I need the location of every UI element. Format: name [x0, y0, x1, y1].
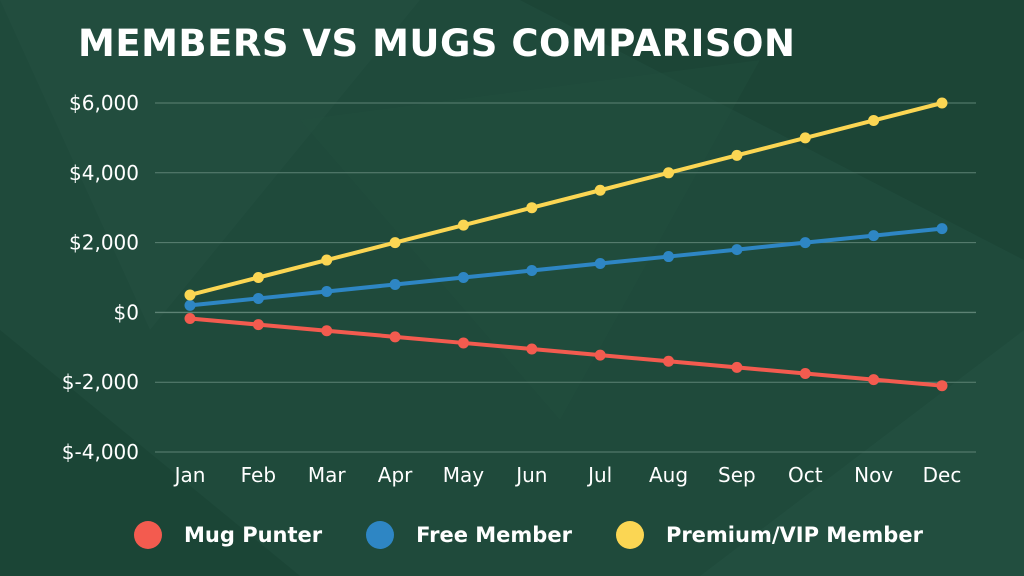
y-tick-label: $6,000 [69, 91, 139, 115]
grid-lines [155, 102, 976, 453]
x-tick-label: Jan [173, 463, 206, 487]
legend-swatch-premium-vip-member [615, 521, 644, 549]
y-tick-label: $2,000 [69, 231, 139, 255]
x-tick-label: Jul [586, 463, 612, 487]
x-tick-label: Sep [718, 463, 756, 487]
x-tick-label: Jun [514, 463, 547, 487]
data-point-mug-punter[interactable] [457, 337, 469, 349]
data-point-free-member[interactable] [321, 285, 333, 297]
data-point-premium-vip-member[interactable] [457, 219, 469, 231]
data-point-mug-punter[interactable] [526, 343, 538, 355]
y-tick-label: $0 [114, 300, 139, 324]
data-point-mug-punter[interactable] [936, 380, 948, 392]
data-point-free-member[interactable] [389, 278, 401, 290]
data-point-premium-vip-member[interactable] [321, 254, 333, 266]
data-point-premium-vip-member[interactable] [663, 167, 675, 179]
x-tick-label: Apr [378, 463, 413, 487]
data-point-free-member[interactable] [799, 237, 811, 249]
x-tick-label: Mar [308, 463, 347, 487]
data-point-free-member[interactable] [594, 258, 606, 270]
legend-item-premium-vip-member[interactable]: Premium/VIP Member [615, 521, 923, 549]
data-point-premium-vip-member[interactable] [868, 114, 880, 126]
data-point-free-member[interactable] [731, 244, 743, 256]
data-point-premium-vip-member[interactable] [252, 272, 264, 283]
x-tick-label: Oct [788, 463, 823, 487]
chart-title: MEMBERS VS MUGS COMPARISON [78, 22, 796, 65]
data-point-mug-punter[interactable] [594, 349, 606, 361]
data-point-mug-punter[interactable] [389, 331, 401, 343]
y-tick-label: $-4,000 [62, 440, 139, 464]
series-line-premium-vip-member [188, 101, 944, 297]
legend-item-mug-punter[interactable]: Mug Punter [134, 521, 322, 549]
legend-item-free-member[interactable]: Free Member [366, 521, 572, 549]
data-point-mug-punter[interactable] [252, 319, 264, 331]
x-axis-tick-labels: Jan Feb Mar Apr May Jun Jul Aug Sep Oct Nov Dec [173, 463, 962, 487]
data-point-free-member[interactable] [526, 265, 538, 277]
data-point-premium-vip-member[interactable] [389, 237, 401, 249]
legend-label-free-member: Free Member [416, 523, 572, 547]
y-tick-label: $-2,000 [62, 370, 139, 394]
data-point-mug-punter[interactable] [799, 367, 811, 379]
x-tick-label: Feb [241, 463, 276, 487]
x-tick-label: Aug [649, 463, 688, 487]
series-line-free-member [188, 226, 944, 308]
data-point-mug-punter[interactable] [184, 313, 196, 325]
data-point-premium-vip-member[interactable] [594, 184, 606, 196]
data-point-free-member[interactable] [457, 272, 469, 283]
data-point-free-member[interactable] [663, 251, 675, 263]
data-point-mug-punter[interactable] [321, 325, 333, 337]
data-point-free-member[interactable] [936, 223, 948, 235]
legend-swatch-mug-punter [134, 521, 162, 549]
data-point-premium-vip-member[interactable] [184, 289, 196, 301]
data-point-premium-vip-member[interactable] [936, 97, 948, 109]
data-point-mug-punter[interactable] [663, 355, 675, 367]
data-point-mug-punter[interactable] [868, 374, 880, 386]
data-point-free-member[interactable] [868, 230, 880, 242]
data-point-premium-vip-member[interactable] [799, 132, 811, 144]
legend-swatch-free-member [366, 521, 395, 549]
data-point-premium-vip-member[interactable] [526, 202, 538, 214]
x-tick-label: Nov [854, 463, 893, 487]
series-line-mug-punter [188, 316, 944, 388]
legend: Mug Punter Free Member Premium/VIP Membe… [134, 518, 967, 552]
data-point-free-member[interactable] [184, 299, 196, 311]
x-tick-label: Dec [923, 463, 962, 487]
y-tick-label: $4,000 [69, 161, 139, 185]
legend-label-premium-vip-member: Premium/VIP Member [665, 523, 923, 547]
series-lines [184, 97, 948, 392]
data-point-free-member[interactable] [252, 292, 264, 304]
data-point-premium-vip-member[interactable] [731, 149, 743, 161]
legend-label-mug-punter: Mug Punter [184, 523, 323, 547]
y-axis-tick-labels: $6,000 $4,000 $2,000 $0 $-2,000 $-4,000 [62, 91, 139, 464]
x-tick-label: May [443, 463, 485, 487]
data-point-mug-punter[interactable] [731, 361, 743, 373]
